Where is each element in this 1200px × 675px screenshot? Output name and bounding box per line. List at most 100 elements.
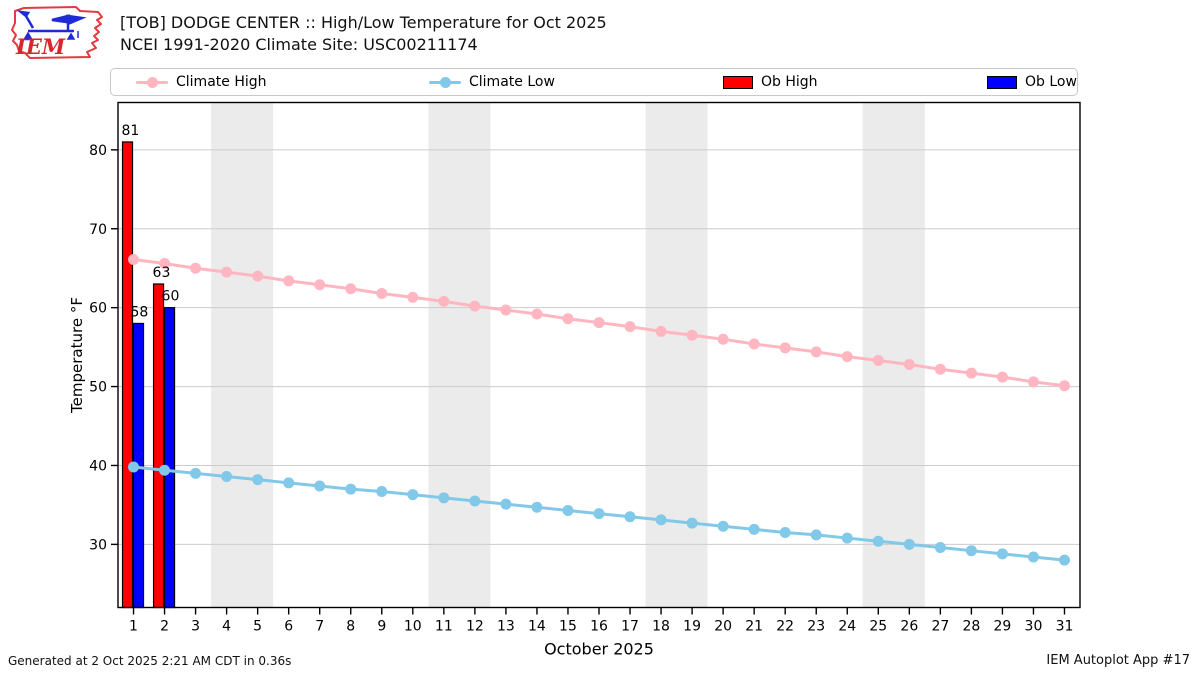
climate-low-line-marker-icon bbox=[429, 75, 461, 89]
climate-high-marker bbox=[345, 283, 357, 295]
x-tick-label: 23 bbox=[807, 619, 825, 635]
climate-low-marker bbox=[128, 461, 140, 473]
weekend-band bbox=[862, 102, 925, 608]
climate-low-marker bbox=[531, 501, 543, 513]
climate-low-marker bbox=[562, 504, 574, 516]
legend-item-climate-low: Climate Low bbox=[429, 69, 555, 95]
x-tick-label: 28 bbox=[962, 619, 980, 635]
climate-low-marker bbox=[252, 474, 264, 486]
ob-low-value-label: 58 bbox=[131, 304, 149, 320]
ob-low-bar bbox=[163, 307, 176, 609]
chart-title: [TOB] DODGE CENTER :: High/Low Temperatu… bbox=[120, 13, 607, 32]
climate-high-marker bbox=[562, 313, 574, 325]
iem-logo: IEM bbox=[11, 6, 103, 59]
climate-high-marker bbox=[748, 338, 760, 350]
x-tick-label: 27 bbox=[931, 619, 949, 635]
x-tick-label: 24 bbox=[838, 619, 856, 635]
weekend-band bbox=[428, 102, 491, 608]
legend-label: Ob Low bbox=[1025, 74, 1077, 90]
y-tick-label: 30 bbox=[89, 537, 107, 553]
x-tick-label: 3 bbox=[191, 619, 200, 635]
climate-high-marker bbox=[624, 321, 636, 333]
climate-high-marker bbox=[655, 325, 667, 337]
climate-high-marker bbox=[903, 358, 915, 370]
weekend-band bbox=[645, 102, 708, 608]
x-tick-label: 30 bbox=[1025, 619, 1043, 635]
climate-high-marker bbox=[500, 304, 512, 316]
climate-high-marker bbox=[314, 279, 326, 291]
climate-low-marker bbox=[934, 542, 946, 554]
x-tick-label: 2 bbox=[160, 619, 169, 635]
climate-low-marker bbox=[624, 511, 636, 523]
x-tick-label: 1 bbox=[129, 619, 138, 635]
climate-high-marker bbox=[531, 308, 543, 320]
climate-low-marker bbox=[283, 477, 295, 489]
y-tick-label: 80 bbox=[89, 143, 107, 159]
x-tick-label: 7 bbox=[315, 619, 324, 635]
chart-legend: Climate High Climate Low Ob High Ob Low bbox=[110, 68, 1078, 96]
y-tick-label: 40 bbox=[89, 458, 107, 474]
climate-high-marker bbox=[717, 333, 729, 345]
x-tick-label: 11 bbox=[435, 619, 453, 635]
app-credit: IEM Autoplot App #17 bbox=[1046, 653, 1190, 668]
ob-high-value-label: 81 bbox=[122, 123, 140, 139]
climate-low-marker bbox=[1027, 551, 1039, 563]
climate-low-marker bbox=[996, 548, 1008, 560]
x-tick-label: 25 bbox=[869, 619, 887, 635]
x-tick-label: 5 bbox=[253, 619, 262, 635]
y-tick-label: 70 bbox=[89, 222, 107, 238]
climate-high-marker bbox=[128, 254, 140, 266]
climate-low-marker bbox=[221, 471, 233, 483]
x-tick-label: 20 bbox=[714, 619, 732, 635]
legend-label: Climate High bbox=[176, 74, 267, 90]
x-tick-label: 31 bbox=[1056, 619, 1074, 635]
climate-high-marker bbox=[686, 329, 698, 341]
climate-low-marker bbox=[469, 495, 481, 507]
climate-high-marker bbox=[221, 266, 233, 278]
climate-low-marker bbox=[190, 467, 202, 479]
climate-high-marker bbox=[841, 351, 853, 363]
climate-low-marker bbox=[841, 532, 853, 544]
x-axis-title: October 2025 bbox=[544, 640, 654, 659]
y-axis-title: Temperature °F bbox=[68, 297, 86, 414]
climate-low-marker bbox=[1058, 554, 1070, 566]
legend-label: Climate Low bbox=[469, 74, 555, 90]
climate-low-marker bbox=[717, 520, 729, 532]
page-title: [TOB] DODGE CENTER :: High/Low Temperatu… bbox=[120, 12, 607, 56]
ob-high-bar bbox=[121, 141, 134, 609]
climate-low-marker bbox=[376, 486, 388, 498]
x-tick-label: 9 bbox=[377, 619, 386, 635]
x-tick-label: 12 bbox=[466, 619, 484, 635]
climate-high-marker bbox=[872, 355, 884, 367]
x-tick-label: 19 bbox=[683, 619, 701, 635]
weekend-band bbox=[211, 102, 274, 608]
climate-low-marker bbox=[810, 529, 822, 541]
ob-low-patch-icon bbox=[987, 75, 1017, 89]
x-tick-label: 14 bbox=[528, 619, 546, 635]
climate-high-marker bbox=[283, 275, 295, 287]
climate-low-marker bbox=[159, 464, 171, 476]
climate-low-marker bbox=[965, 545, 977, 557]
climate-high-marker bbox=[593, 317, 605, 329]
climate-high-marker bbox=[438, 295, 450, 307]
climate-low-marker bbox=[345, 483, 357, 495]
ob-high-value-label: 63 bbox=[153, 265, 171, 281]
legend-label: Ob High bbox=[761, 74, 818, 90]
chart-subtitle: NCEI 1991-2020 Climate Site: USC00211174 bbox=[120, 35, 478, 54]
climate-low-marker bbox=[748, 523, 760, 535]
x-tick-label: 16 bbox=[590, 619, 608, 635]
generated-timestamp: Generated at 2 Oct 2025 2:21 AM CDT in 0… bbox=[8, 654, 292, 668]
climate-low-marker bbox=[686, 517, 698, 529]
legend-item-ob-low: Ob Low bbox=[987, 69, 1077, 95]
climate-low-marker bbox=[407, 489, 419, 501]
x-tick-label: 15 bbox=[559, 619, 577, 635]
ob-high-bar bbox=[152, 283, 165, 609]
climate-low-marker bbox=[872, 535, 884, 547]
climate-low-marker bbox=[903, 538, 915, 550]
x-tick-label: 10 bbox=[404, 619, 422, 635]
climate-high-marker bbox=[965, 367, 977, 379]
climate-low-marker bbox=[593, 508, 605, 520]
climate-low-marker bbox=[438, 492, 450, 504]
x-tick-label: 13 bbox=[497, 619, 515, 635]
